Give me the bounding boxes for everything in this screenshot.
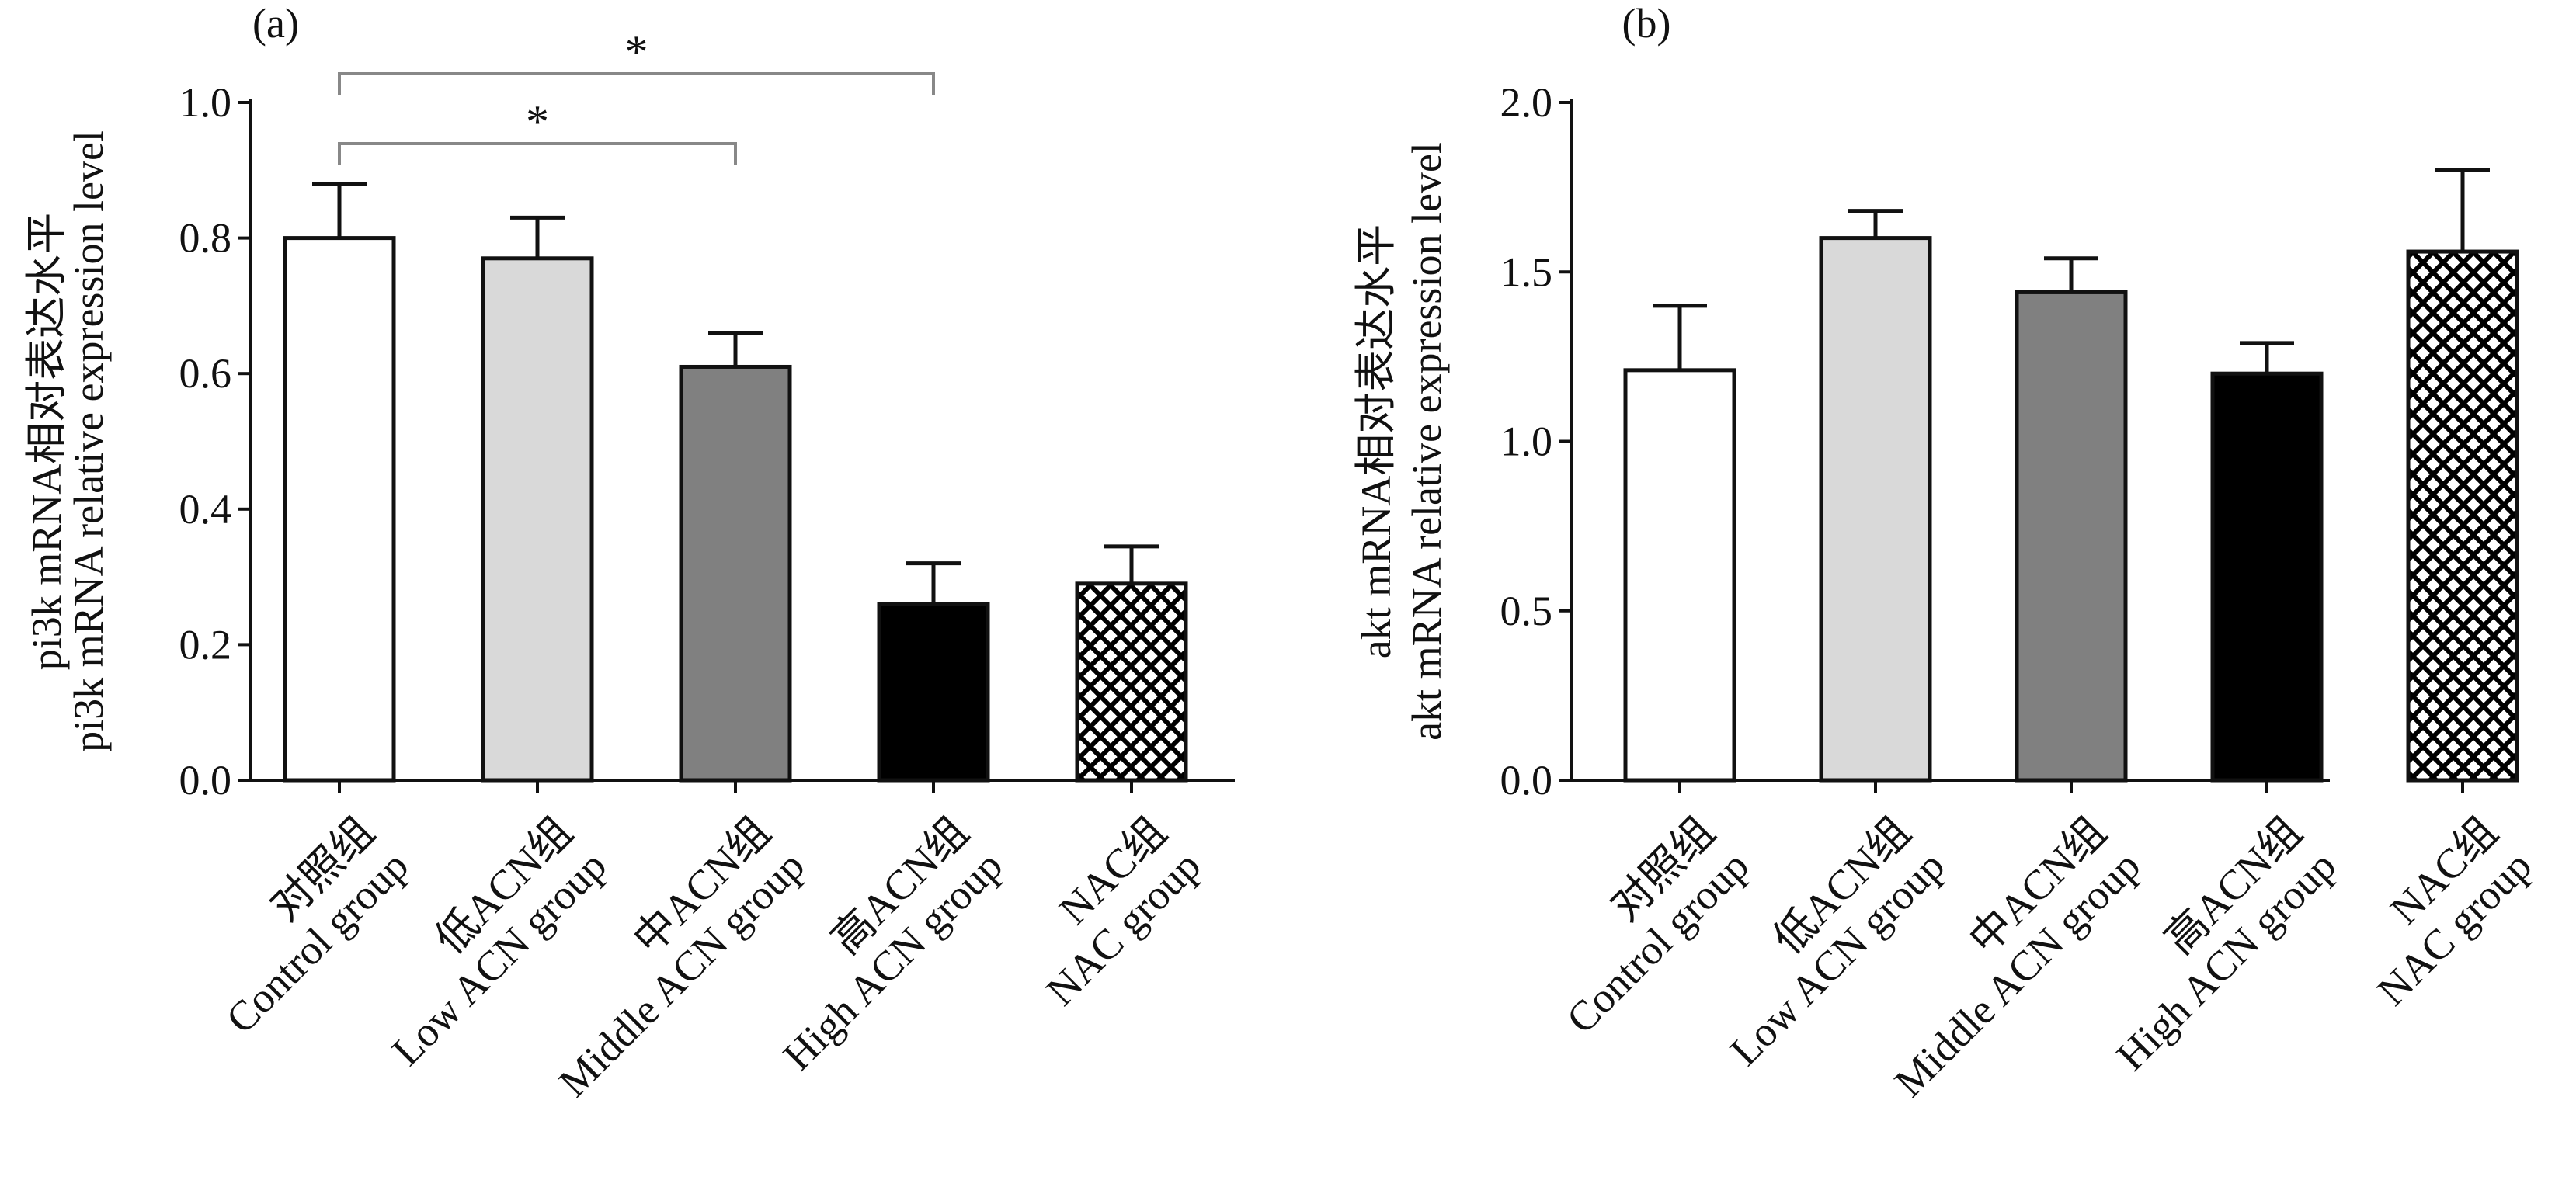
significance-star: * (526, 96, 549, 148)
bar (1075, 581, 1188, 783)
y-tick-label: 0.4 (179, 486, 232, 533)
y-tick-label: 1.0 (179, 79, 232, 126)
significance-star: * (625, 26, 648, 78)
bar (877, 602, 990, 783)
y-tick-label: 1.0 (1500, 418, 1553, 465)
bar (1623, 368, 1736, 783)
bar (1819, 236, 1932, 783)
panel-a: (a) 0.0 0.2 0.4 0.6 0.8 1.0 pi3k mRNA相对表达水平pi3k… (23, 0, 1235, 1105)
y-tick-label: 1.5 (1500, 248, 1553, 295)
significance-bracket (338, 142, 737, 165)
y-axis-label-cn: akt mRNA相对表达水平 (1353, 224, 1399, 659)
panel-title: (a) (252, 0, 299, 47)
bar (481, 256, 594, 783)
bar (679, 364, 792, 783)
y-tick-label: 0.5 (1500, 588, 1553, 634)
bar (2406, 249, 2519, 783)
y-tick-label: 0.6 (179, 350, 232, 397)
y-tick-label: 0.8 (179, 215, 232, 262)
y-tick-label: 0.2 (179, 621, 232, 668)
bar (2015, 290, 2128, 783)
panel-b: (b) 0.0 0.5 1.0 1.5 2.0 akt mRNA相对表达水平 akt mRNA… (1353, 0, 2540, 1105)
bar (283, 236, 396, 783)
y-axis-label-en: akt mRNA relative expression level (1403, 142, 1450, 741)
y-axis-label-cn: pi3k mRNA相对表达水平 (23, 213, 70, 671)
bar (2210, 371, 2324, 783)
significance-bracket (338, 72, 935, 95)
y-tick-label: 0.0 (1500, 757, 1553, 803)
y-tick-label: 0.0 (179, 757, 232, 803)
y-tick-label: 2.0 (1500, 79, 1553, 126)
panel-title: (b) (1622, 0, 1671, 47)
y-axis-label-en: pi3k mRNA relative expression level (65, 130, 112, 752)
